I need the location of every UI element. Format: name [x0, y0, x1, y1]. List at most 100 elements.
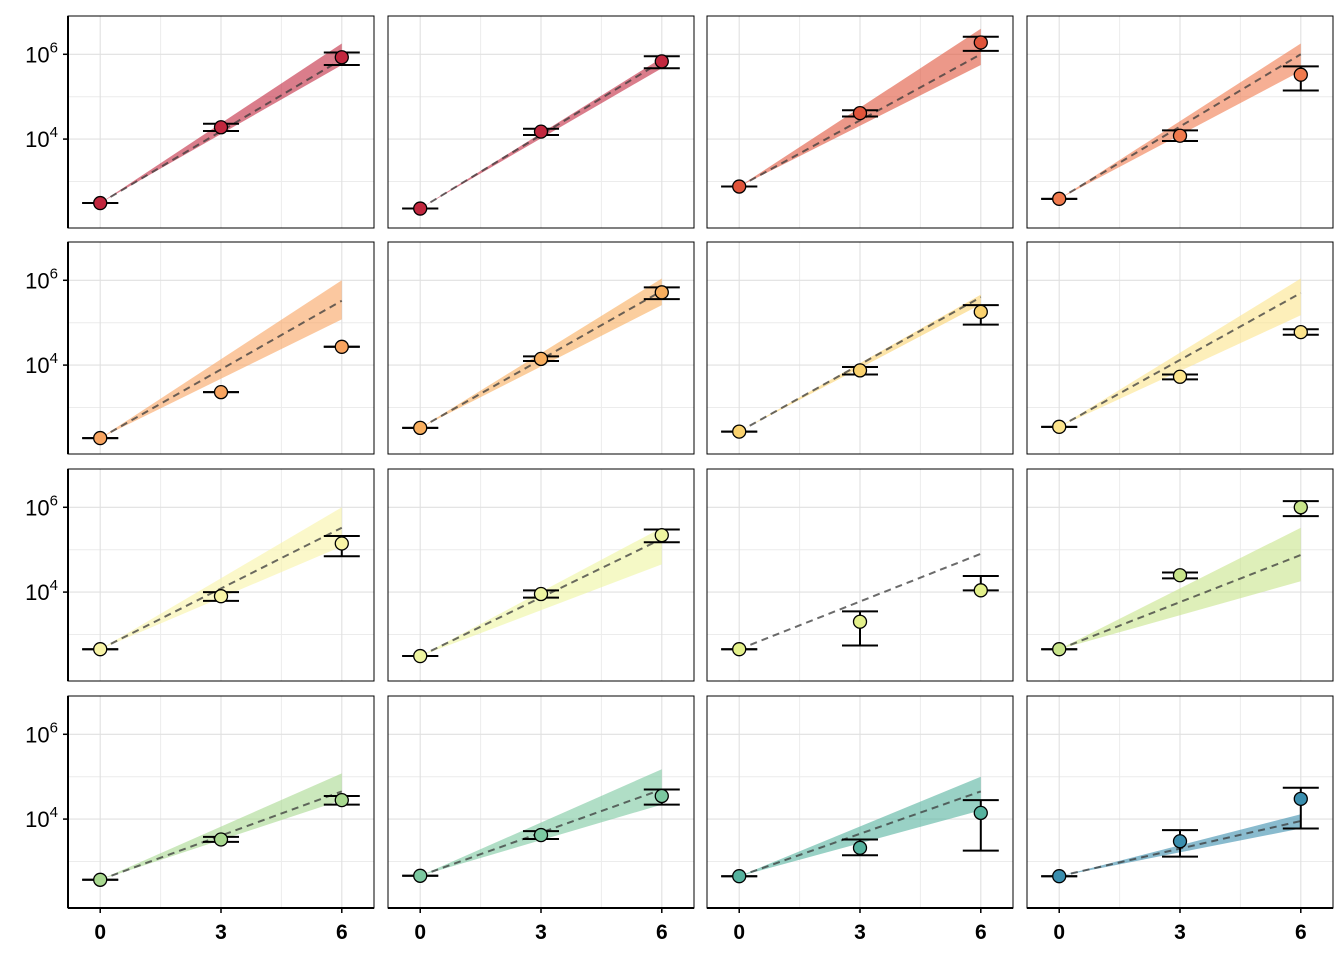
data-point — [654, 54, 669, 69]
data-point — [973, 304, 988, 320]
data-point — [732, 424, 747, 439]
data-point-group — [323, 792, 360, 808]
panel-border — [1026, 15, 1334, 229]
data-point — [413, 201, 428, 216]
data-point — [413, 868, 428, 883]
data-point-group — [962, 574, 999, 598]
confidence-band — [1059, 43, 1301, 199]
data-point-group — [82, 872, 119, 887]
data-point — [1172, 568, 1188, 583]
y-tick-label: 106 — [25, 39, 58, 67]
data-point-group — [323, 50, 360, 66]
data-point-group — [323, 535, 360, 558]
data-point-group — [721, 869, 758, 884]
data-point — [334, 792, 349, 808]
data-point — [533, 586, 549, 602]
facet-panel-13: 104 106 0 3 6 — [25, 695, 375, 944]
data-point-group — [402, 420, 439, 436]
data-point — [973, 35, 988, 50]
data-point — [1052, 419, 1067, 434]
data-point-group — [1282, 65, 1319, 92]
x-tick-label: 0 — [733, 921, 745, 944]
data-point-group — [523, 827, 559, 843]
data-point-group — [842, 105, 878, 121]
y-tick-label: 104 — [25, 577, 58, 605]
facet-panel-4 — [1026, 15, 1334, 229]
data-point-group — [1041, 869, 1078, 884]
data-point-group — [721, 642, 758, 657]
data-point-group — [523, 586, 559, 602]
data-point — [1052, 642, 1067, 657]
data-point — [213, 832, 229, 847]
data-point-group — [1282, 500, 1319, 518]
confidence-band — [420, 57, 662, 209]
y-tick-label: 106 — [25, 719, 58, 747]
panel-border — [387, 15, 695, 229]
data-point-group — [842, 363, 878, 378]
data-point-group — [203, 589, 239, 604]
data-point-group — [523, 124, 559, 139]
facet-panel-7 — [706, 241, 1014, 455]
data-point-group — [203, 385, 239, 400]
data-point-group — [82, 195, 119, 211]
y-tick-exponent: 6 — [50, 265, 58, 282]
confidence-band — [1059, 278, 1301, 427]
fit-line — [738, 53, 982, 188]
facet-panel-16: 0 3 6 — [1026, 695, 1334, 944]
data-point — [1293, 500, 1308, 515]
data-point-group — [1041, 419, 1078, 434]
panel-border — [706, 15, 1014, 229]
data-point-group — [402, 868, 439, 883]
data-point — [213, 120, 229, 135]
data-point — [1293, 791, 1308, 807]
data-point-group — [1282, 786, 1319, 830]
data-point — [213, 589, 229, 604]
facet-panel-5: 104 106 — [25, 241, 375, 455]
panel-border — [706, 241, 1014, 455]
data-point-group — [962, 799, 999, 852]
fit-line — [1058, 554, 1302, 651]
data-point — [1172, 834, 1188, 849]
data-point — [973, 805, 988, 821]
data-point-group — [1162, 829, 1198, 858]
confidence-band — [739, 776, 981, 877]
data-point — [334, 536, 349, 551]
fit-line — [738, 552, 982, 651]
data-point-group — [203, 120, 239, 135]
x-tick-label: 6 — [975, 921, 987, 944]
confidence-band — [1059, 527, 1301, 650]
data-point — [213, 385, 229, 400]
data-point-group — [1162, 128, 1198, 143]
confidence-band — [420, 527, 662, 657]
confidence-band — [100, 773, 342, 880]
data-point-group — [82, 642, 119, 657]
facet-panel-11 — [706, 468, 1014, 682]
x-tick-label: 6 — [1295, 921, 1307, 944]
data-point — [1052, 869, 1067, 884]
facet-panel-10 — [387, 468, 695, 682]
data-point — [533, 124, 549, 139]
data-point-group — [643, 285, 680, 301]
facet-panel-12 — [1026, 468, 1334, 682]
data-point-group — [643, 528, 680, 544]
fit-line — [99, 790, 343, 881]
fit-line — [738, 790, 982, 878]
data-point-group — [1162, 568, 1198, 583]
data-point — [334, 339, 349, 354]
facet-panel-14: 0 3 6 — [387, 695, 695, 944]
y-tick-exponent: 4 — [50, 804, 58, 821]
data-point-group — [402, 201, 439, 216]
confidence-band — [420, 769, 662, 876]
x-tick-label: 3 — [1174, 921, 1186, 944]
panel-border — [1026, 468, 1334, 682]
y-tick-label: 104 — [25, 350, 58, 378]
confidence-band — [100, 280, 342, 439]
data-point — [93, 195, 108, 211]
data-point-group — [842, 838, 878, 857]
data-point-group — [962, 35, 999, 52]
y-tick-label: 106 — [25, 265, 58, 293]
y-tick-exponent: 6 — [50, 39, 58, 56]
data-point — [654, 285, 669, 300]
y-tick-exponent: 4 — [50, 350, 58, 367]
